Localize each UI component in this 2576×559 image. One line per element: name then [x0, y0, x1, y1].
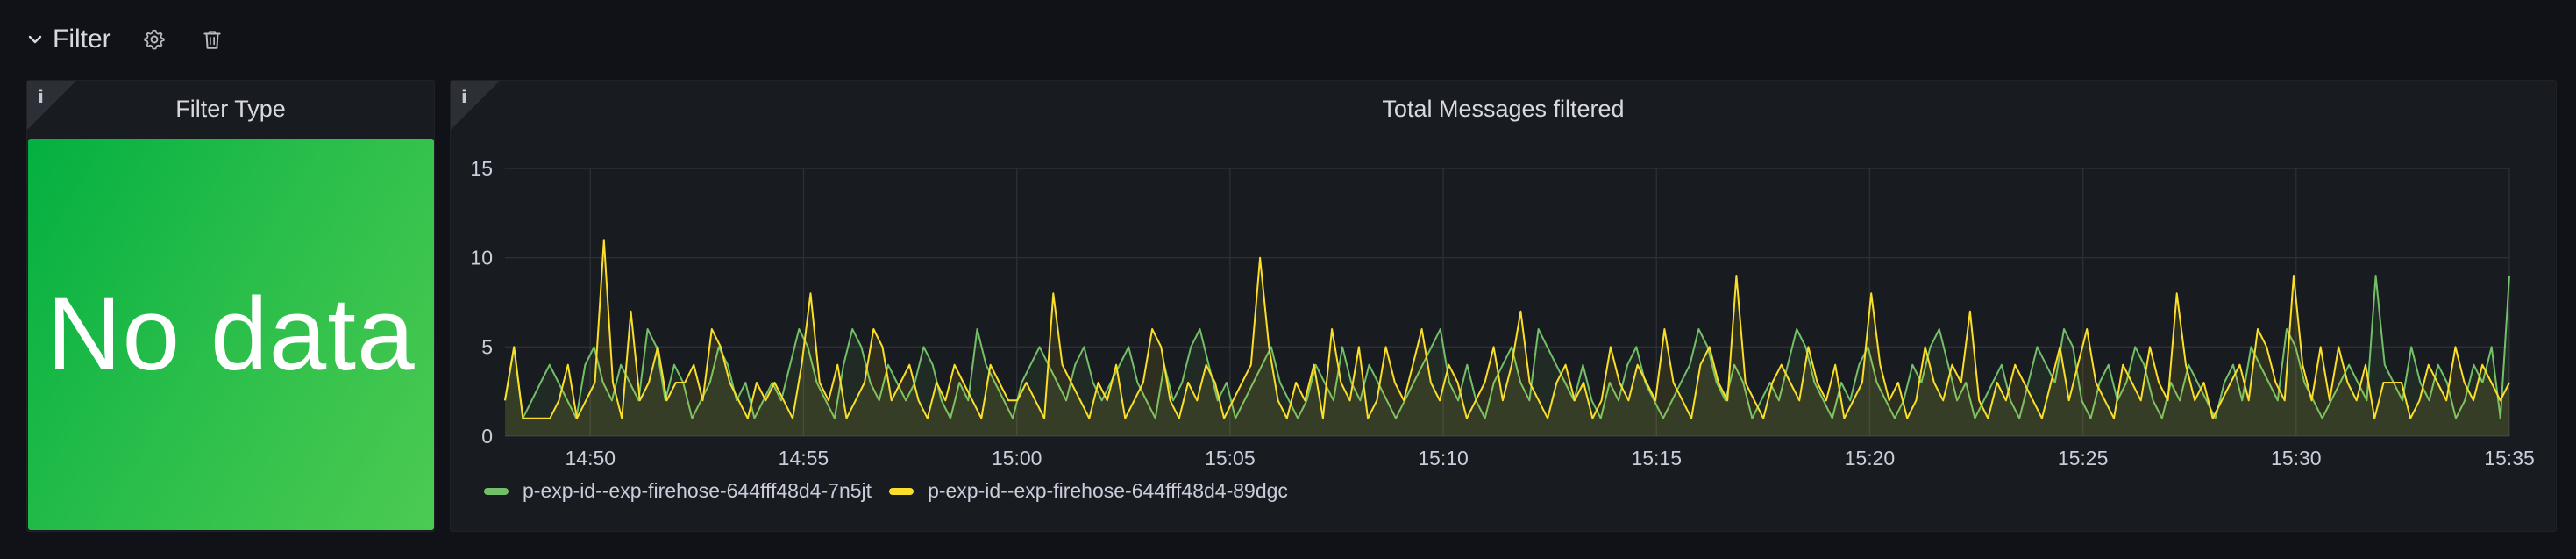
series-area-2 — [505, 240, 2509, 436]
series-line-2[interactable] — [504, 239, 2510, 419]
info-icon[interactable]: i — [461, 86, 467, 107]
panel-title[interactable]: Total Messages filtered — [1382, 96, 1625, 122]
legend-label: p-exp-id--exp-firehose-644fff48d4-7n5jt — [523, 479, 872, 502]
y-tick-label: 10 — [470, 247, 493, 269]
x-tick-label: 15:25 — [2058, 447, 2109, 467]
chart-series — [504, 239, 2510, 436]
messages-chart[interactable]: 0 5 10 15 14:50 14:55 15:00 15:05 15:10 15:15 15:… — [451, 81, 2556, 467]
x-tick-label: 15:10 — [1418, 447, 1469, 467]
stat-value-box: No data — [28, 139, 434, 530]
y-axis: 0 5 10 15 — [470, 157, 493, 448]
y-tick-label: 0 — [481, 425, 493, 448]
messages-panel: i Total Messages filtered 0 5 10 15 14:50 14… — [450, 80, 2557, 532]
y-tick-label: 15 — [470, 157, 493, 180]
legend-item[interactable]: p-exp-id--exp-firehose-644fff48d4-7n5jt — [484, 479, 872, 503]
x-tick-label: 15:35 — [2484, 447, 2535, 467]
y-tick-label: 5 — [481, 335, 493, 358]
x-tick-label: 15:30 — [2271, 447, 2322, 467]
chart-grid — [505, 168, 2510, 437]
legend-swatch — [889, 487, 914, 495]
info-icon[interactable]: i — [38, 86, 44, 107]
series-line-1[interactable] — [504, 275, 2510, 419]
panel-title[interactable]: Filter Type — [175, 96, 286, 122]
legend-swatch — [484, 487, 509, 495]
x-tick-label: 14:55 — [779, 447, 829, 467]
x-tick-label: 15:05 — [1205, 447, 1256, 467]
x-axis: 14:50 14:55 15:00 15:05 15:10 15:15 15:20 15:25… — [565, 447, 2534, 467]
x-tick-label: 15:15 — [1631, 447, 1682, 467]
row-header: Filter — [26, 16, 257, 63]
chart-legend: p-exp-id--exp-firehose-644fff48d4-7n5jt p… — [484, 479, 1306, 503]
x-tick-label: 15:20 — [1845, 447, 1896, 467]
filter-type-panel: i Filter Type No data — [26, 80, 435, 532]
stat-value: No data — [46, 276, 416, 392]
panel-corner — [27, 81, 76, 130]
row-title[interactable]: Filter — [53, 25, 111, 54]
x-tick-label: 14:50 — [565, 447, 616, 467]
legend-label: p-exp-id--exp-firehose-644fff48d4-89dgc — [928, 479, 1288, 502]
legend-item[interactable]: p-exp-id--exp-firehose-644fff48d4-89dgc — [889, 479, 1288, 503]
x-tick-label: 15:00 — [992, 447, 1042, 467]
trash-icon[interactable] — [199, 26, 225, 53]
panel-corner — [451, 81, 500, 130]
chevron-down-icon[interactable] — [26, 31, 44, 48]
gear-icon[interactable] — [141, 26, 167, 53]
